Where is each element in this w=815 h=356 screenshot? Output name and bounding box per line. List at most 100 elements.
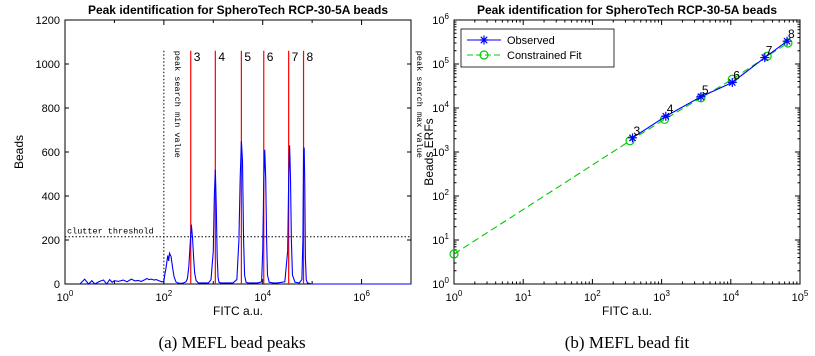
x-tick-label: 104 <box>254 289 271 304</box>
y-tick-label: 102 <box>432 188 449 203</box>
y-tick-label: 100 <box>432 276 449 291</box>
x-tick-label-exponent: 6 <box>365 289 370 298</box>
observed-point <box>628 133 638 143</box>
x-tick-label-exponent: 4 <box>735 289 740 298</box>
x-tick-label: 101 <box>515 289 532 304</box>
legend-label: Observed <box>507 35 555 47</box>
legend-swatch-marker <box>479 35 489 45</box>
peak-label: 8 <box>307 50 314 64</box>
y-tick-label-base: 10 <box>432 59 444 71</box>
plot-frame <box>64 19 412 285</box>
x-tick-label-base: 10 <box>57 292 69 304</box>
x-tick-label-exponent: 2 <box>168 289 173 298</box>
observed-point <box>760 53 770 63</box>
point-label: 8 <box>788 27 795 41</box>
x-tick-label: 105 <box>792 289 809 304</box>
x-tick-label-base: 10 <box>792 292 804 304</box>
legend-box <box>460 28 615 68</box>
y-tick-label-exponent: 6 <box>445 12 450 21</box>
x-tick-label: 104 <box>722 289 739 304</box>
peak-label: 4 <box>218 50 225 64</box>
y-tick-label-exponent: 2 <box>445 188 450 197</box>
histogram-line <box>79 140 411 285</box>
figure-caption: (a) MEFL bead peaks <box>158 333 305 352</box>
peak-label: 3 <box>194 50 201 64</box>
x-tick-label-exponent: 1 <box>527 289 532 298</box>
y-tick-label: 106 <box>432 12 449 27</box>
y-tick-label-exponent: 3 <box>445 144 450 153</box>
x-tick-label-base: 10 <box>653 292 665 304</box>
observed-point <box>696 92 706 102</box>
x-axis-ticks: 100 101 102 103 104 105 <box>446 20 809 304</box>
y-tick-label-exponent: 0 <box>445 276 450 285</box>
x-tick-label-exponent: 5 <box>804 289 809 298</box>
observed-line <box>632 40 788 139</box>
y-tick-label: 1000 <box>36 59 60 71</box>
y-tick-label: 400 <box>42 191 60 203</box>
x-tick-label-base: 10 <box>584 292 596 304</box>
y-axis-label: Beads ERFs <box>422 118 436 185</box>
fit-point <box>625 136 635 146</box>
fit-series <box>449 36 793 259</box>
x-tick-label: 102 <box>584 289 601 304</box>
x-tick-label-exponent: 0 <box>458 289 463 298</box>
y-tick-label-base: 10 <box>432 279 444 291</box>
y-tick-label: 0 <box>54 279 60 291</box>
search-max-label: peak search max value <box>414 51 424 158</box>
chart-title: Peak identification for SpheroTech RCP-3… <box>477 3 777 17</box>
point-label: 5 <box>702 83 709 97</box>
chart-title: Peak identification for SpheroTech RCP-3… <box>88 3 388 17</box>
x-axis-label: FITC a.u. <box>602 304 652 318</box>
observed-point <box>661 111 671 121</box>
figure-caption: (b) MEFL bead fit <box>565 333 690 352</box>
x-tick-label-exponent: 4 <box>267 289 272 298</box>
chart-bead-peaks: Peak identification for SpheroTech RCP-3… <box>12 3 424 352</box>
y-axis-label: Beads <box>12 135 26 169</box>
y-tick-label-base: 10 <box>432 103 444 115</box>
x-tick-label-base: 10 <box>515 292 527 304</box>
y-tick-label-base: 10 <box>432 191 444 203</box>
x-axis-ticks: 100 102 104 106 <box>57 20 370 304</box>
x-tick-label-base: 10 <box>446 292 458 304</box>
y-tick-label-exponent: 1 <box>445 232 450 241</box>
y-tick-label: 1200 <box>36 15 60 27</box>
y-tick-label: 800 <box>42 103 60 115</box>
point-label: 7 <box>766 44 773 58</box>
y-tick-label-base: 10 <box>432 235 444 247</box>
fit-point <box>449 249 459 259</box>
y-tick-label-exponent: 5 <box>445 56 450 65</box>
x-tick-label: 106 <box>353 289 370 304</box>
guide-lines: peak search min value peak search max val… <box>65 50 424 284</box>
x-axis-label: FITC a.u. <box>213 304 263 318</box>
x-tick-label: 103 <box>653 289 670 304</box>
clutter-threshold-label: clutter threshold <box>67 227 154 237</box>
x-tick-label-base: 10 <box>254 292 266 304</box>
x-tick-label-base: 10 <box>353 292 365 304</box>
observed-point <box>782 36 792 46</box>
x-tick-label-exponent: 2 <box>596 289 601 298</box>
y-tick-label: 101 <box>432 232 449 247</box>
x-tick-label-base: 10 <box>722 292 734 304</box>
chart-bead-fit: Peak identification for SpheroTech RCP-3… <box>422 3 809 352</box>
legend: Observed Constrained Fit <box>460 28 615 68</box>
x-tick-label: 102 <box>156 289 173 304</box>
peak-label: 5 <box>244 50 251 64</box>
point-labels: 3 4 5 6 7 8 <box>634 27 796 138</box>
peak-label: 7 <box>292 50 299 64</box>
histogram-series <box>79 140 411 285</box>
x-tick-label: 100 <box>57 289 74 304</box>
point-label: 6 <box>733 68 740 82</box>
observed-point <box>727 77 737 87</box>
y-tick-label: 600 <box>42 147 60 159</box>
search-min-label: peak search min value <box>172 51 182 158</box>
y-tick-label-exponent: 4 <box>445 100 450 109</box>
x-tick-label-exponent: 3 <box>665 289 670 298</box>
y-tick-label: 104 <box>432 100 449 115</box>
x-tick-label-exponent: 0 <box>69 289 74 298</box>
y-tick-label: 105 <box>432 56 449 71</box>
legend-swatch-marker <box>479 50 489 60</box>
y-tick-label: 103 <box>432 144 449 159</box>
y-tick-label-base: 10 <box>432 15 444 27</box>
